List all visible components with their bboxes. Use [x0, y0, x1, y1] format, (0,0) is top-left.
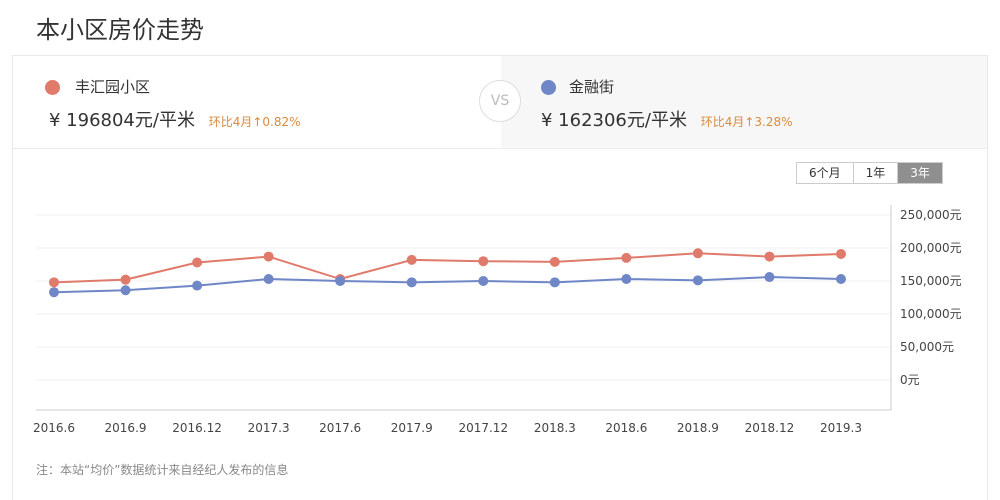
x-tick-label: 2018.9 [677, 421, 719, 435]
y-tick-label: 200,000元 [900, 241, 962, 255]
compare-left: 丰汇园小区 ¥ 196804元/平米 环比4月↑0.82% [13, 56, 501, 148]
series-1-point [49, 287, 59, 298]
series-0-point [478, 256, 489, 267]
grid-layer [36, 214, 891, 381]
left-series-dot [45, 80, 60, 95]
x-tick-label: 2018.3 [534, 421, 576, 435]
axis-layer [36, 205, 892, 411]
x-tick-label: 2016.9 [105, 421, 147, 435]
series-layer [49, 248, 846, 298]
y-tick-label: 150,000元 [900, 274, 962, 288]
tab-1-year[interactable]: 1年 [852, 163, 898, 183]
data-source-note: 注：本站“均价”数据统计来自经纪人发布的信息 [36, 463, 289, 477]
compare-right: 金融街 ¥ 162306元/平米 环比4月↑3.28% [501, 56, 987, 148]
label-layer: 0元 50,000元 100,000元 150,000元 200,000元 250,000… [33, 208, 962, 435]
x-tick-label: 2017.3 [248, 421, 290, 435]
series-0-point [764, 251, 775, 262]
series-0-point [263, 251, 274, 262]
page-title: 本小区房价走势 [36, 16, 204, 44]
series-0-point [120, 274, 131, 285]
x-tick-label: 2016.6 [33, 421, 75, 435]
vs-badge: VS [479, 80, 521, 122]
tab-6-months[interactable]: 6个月 [797, 163, 853, 183]
series-1-point [406, 277, 417, 288]
left-price: ¥ 196804元/平米 环比4月↑0.82% [49, 106, 301, 132]
series-1-point [335, 276, 346, 286]
right-price: ¥ 162306元/平米 环比4月↑3.28% [541, 106, 793, 132]
x-tick-label: 2017.6 [319, 421, 361, 435]
series-0-point [192, 257, 203, 268]
series-0-point [692, 248, 703, 259]
compare-bar: 丰汇园小区 ¥ 196804元/平米 环比4月↑0.82% 金融街 ¥ 1623… [13, 56, 987, 149]
series-1-point [263, 274, 274, 285]
x-tick-label: 2018.12 [745, 421, 795, 435]
x-tick-label: 2016.12 [172, 421, 222, 435]
series-1-point [192, 280, 203, 291]
y-tick-label: 50,000元 [900, 340, 954, 354]
series-0-point [406, 254, 417, 265]
series-line-0 [53, 252, 842, 284]
x-tick-label: 2017.9 [391, 421, 433, 435]
series-0-point [621, 252, 632, 263]
right-area-name: 金融街 [569, 78, 615, 96]
series-1-point [764, 272, 775, 283]
right-change: 环比4月↑3.28% [700, 115, 793, 129]
series-1-point [621, 274, 632, 285]
left-change: 环比4月↑0.82% [208, 115, 301, 129]
tab-3-years[interactable]: 3年 [897, 163, 942, 183]
series-0-point [549, 256, 560, 267]
y-tick-label: 0元 [900, 373, 920, 387]
series-1-point [836, 274, 846, 285]
y-tick-label: 100,000元 [900, 307, 962, 321]
left-community-name: 丰汇园小区 [75, 78, 151, 96]
x-tick-label: 2018.6 [605, 421, 647, 435]
series-line-1 [53, 276, 842, 294]
right-price-value: ¥ 162306元/平米 [541, 110, 687, 131]
series-1-point [478, 276, 489, 286]
price-trend-panel: 丰汇园小区 ¥ 196804元/平米 环比4月↑0.82% 金融街 ¥ 1623… [12, 55, 988, 500]
x-tick-label: 2017.12 [458, 421, 508, 435]
series-1-point [549, 277, 560, 288]
left-price-value: ¥ 196804元/平米 [49, 110, 195, 131]
series-1-point [692, 275, 703, 286]
series-1-point [120, 285, 131, 296]
range-tabs: 6个月 1年 3年 [796, 162, 943, 184]
series-0-point [836, 248, 846, 259]
series-0-point [49, 277, 59, 288]
x-tick-label: 2019.3 [820, 421, 862, 435]
y-tick-label: 250,000元 [900, 208, 962, 222]
right-series-dot [541, 80, 556, 95]
